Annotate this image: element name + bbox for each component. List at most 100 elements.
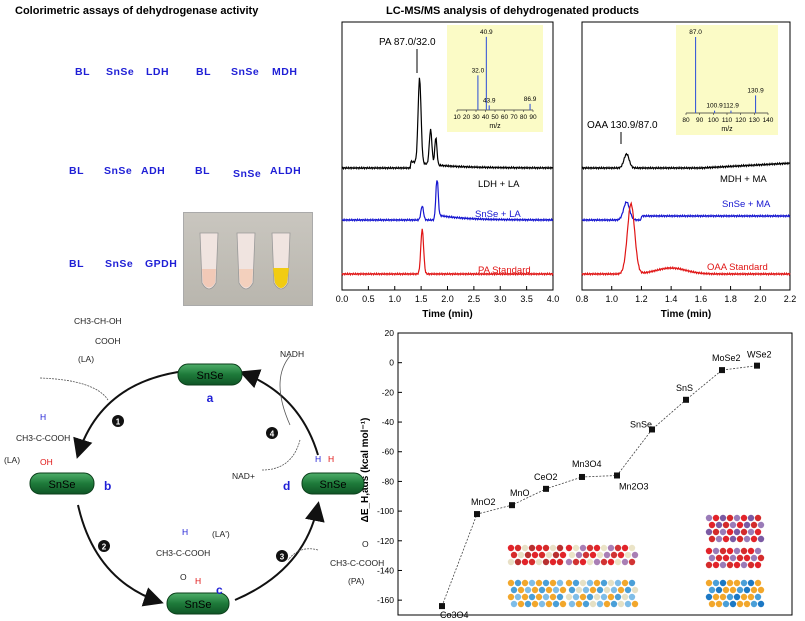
tube-illustration [199, 232, 291, 290]
xtick-label: 0.5 [362, 294, 375, 304]
svg-text:H: H [40, 412, 46, 422]
inset-tick: 140 [763, 117, 774, 124]
c-chain: CH3-C-COOH [156, 548, 210, 558]
trace-1 [581, 152, 791, 171]
ytick-label: 20 [385, 328, 395, 338]
assay-label-2-1: SnSe [105, 258, 134, 270]
x-axis-title: Time (min) [422, 309, 472, 320]
step-3: 3 [276, 550, 288, 562]
crystal-7 [705, 579, 765, 608]
series-label-3: OAA Standard [707, 262, 768, 273]
crystal-4 [565, 579, 639, 608]
dft-point [649, 426, 655, 433]
xtick-label: 3.0 [494, 294, 507, 304]
b-chain: CH3-C-COOH [16, 433, 70, 443]
lcms-panel-2: 0.8 1.0 1.2 1.4 1.6 1.8 2.0 2.2 Time (min) MDH + … [576, 21, 796, 320]
svg-text:SnSe: SnSe [320, 479, 347, 491]
assay-label-2-2: GPDH [145, 258, 178, 270]
peak-label: PA 87.0/32.0 [379, 37, 436, 48]
dft-point [509, 502, 515, 509]
ytick-label: -120 [377, 536, 394, 546]
dft-point [683, 396, 689, 403]
x-axis-title: Time (min) [661, 309, 711, 320]
svg-text:OH: OH [40, 457, 53, 467]
nadh-label: NADH [280, 349, 304, 359]
inset-tick: 90 [696, 117, 704, 124]
inset-xlabel: m/z [489, 123, 501, 130]
inset-tick: 80 [520, 114, 528, 121]
pa-tag: (PA) [348, 576, 365, 586]
svg-text:SnSe: SnSe [185, 599, 212, 611]
dft-panel: 20 0 -20 -40 -60 -80 -100 -120 -140 -160 ΔE_H,ads … [360, 328, 793, 620]
dft-point [439, 603, 445, 610]
svg-text:O: O [362, 539, 369, 549]
crystal-6 [705, 547, 765, 569]
trace-1 [341, 77, 554, 171]
crystal-3 [507, 579, 567, 608]
ytick-label: -80 [382, 476, 395, 486]
inset-tick: 70 [510, 114, 518, 121]
ytick-label: -40 [382, 417, 395, 427]
dft-point-label: WSe2 [747, 350, 772, 360]
crystal-5 [705, 514, 765, 543]
inset-bg [447, 25, 543, 132]
assay-label-0-3: BL [196, 66, 211, 78]
la-top-chain: CH3-CH-OH [74, 316, 122, 326]
assay-label-1-3: BL [195, 165, 210, 177]
inset-tick: 10 [453, 114, 461, 121]
dft-point-label: SnSe [630, 419, 652, 429]
ytick-label: -60 [382, 447, 395, 457]
inset-tick: 110 [722, 117, 733, 124]
xtick-label: 1.6 [695, 294, 708, 304]
svg-text:H: H [315, 454, 321, 464]
ms-peak-label: 43.9 [483, 97, 496, 104]
c-tag: (LA') [212, 529, 230, 539]
ytick-label: -20 [382, 387, 395, 397]
svg-text:c: c [216, 583, 223, 597]
xtick-label: 2.5 [468, 294, 481, 304]
inset-bg [676, 25, 778, 135]
dft-point [614, 472, 620, 479]
xtick-label: 1.0 [605, 294, 618, 304]
crystal-2 [565, 544, 639, 566]
inset-tick: 100 [708, 117, 719, 124]
svg-text:4: 4 [270, 430, 275, 439]
pa-chain: CH3-C-COOH [330, 558, 384, 568]
ytick-label: 0 [389, 358, 394, 368]
inset-tick: 90 [529, 114, 537, 121]
xtick-label: 2.0 [754, 294, 767, 304]
dft-point-label: SnS [676, 383, 693, 393]
dft-point-label: Co3O4 [440, 610, 469, 620]
xtick-label: 1.0 [388, 294, 401, 304]
series-label-3: PA Standard [478, 265, 531, 276]
ytick-label: -140 [377, 565, 394, 575]
assay-label-0-2: LDH [146, 66, 170, 78]
crystal-1 [507, 544, 567, 566]
inset-xlabel: m/z [721, 126, 733, 133]
xtick-label: 0.8 [576, 294, 589, 304]
node-b: SnSe b [29, 472, 111, 495]
svg-text:H: H [195, 576, 201, 586]
series-label-2: SnSe + MA [722, 199, 771, 210]
inset-tick: 30 [472, 114, 480, 121]
svg-text:SnSe: SnSe [49, 479, 76, 491]
ms-peak-label: 40.9 [480, 29, 493, 36]
svg-text:a: a [207, 391, 214, 405]
svg-text:SnSe: SnSe [197, 370, 224, 382]
series-label-1: LDH + LA [478, 179, 520, 190]
xtick-label: 1.2 [635, 294, 648, 304]
ms-peak-label: 130.9 [747, 87, 764, 94]
dft-point [474, 511, 480, 518]
right-header: LC-MS/MS analysis of dehydrogenated prod… [386, 5, 640, 17]
assay-label-1-0: BL [69, 165, 84, 177]
xtick-label: 3.5 [520, 294, 533, 304]
la-top-cooh: COOH [95, 336, 121, 346]
dft-point-label: Mn3O4 [572, 459, 602, 469]
xtick-label: 1.8 [724, 294, 737, 304]
species-labels: CH3-CH-OH COOH (LA) CH3-C-COOH (LA) H OH… [4, 316, 384, 586]
svg-text:3: 3 [280, 553, 285, 562]
xtick-label: 2.0 [441, 294, 454, 304]
dft-connector [441, 365, 758, 607]
ms-peak-label: 112.9 [723, 103, 739, 110]
